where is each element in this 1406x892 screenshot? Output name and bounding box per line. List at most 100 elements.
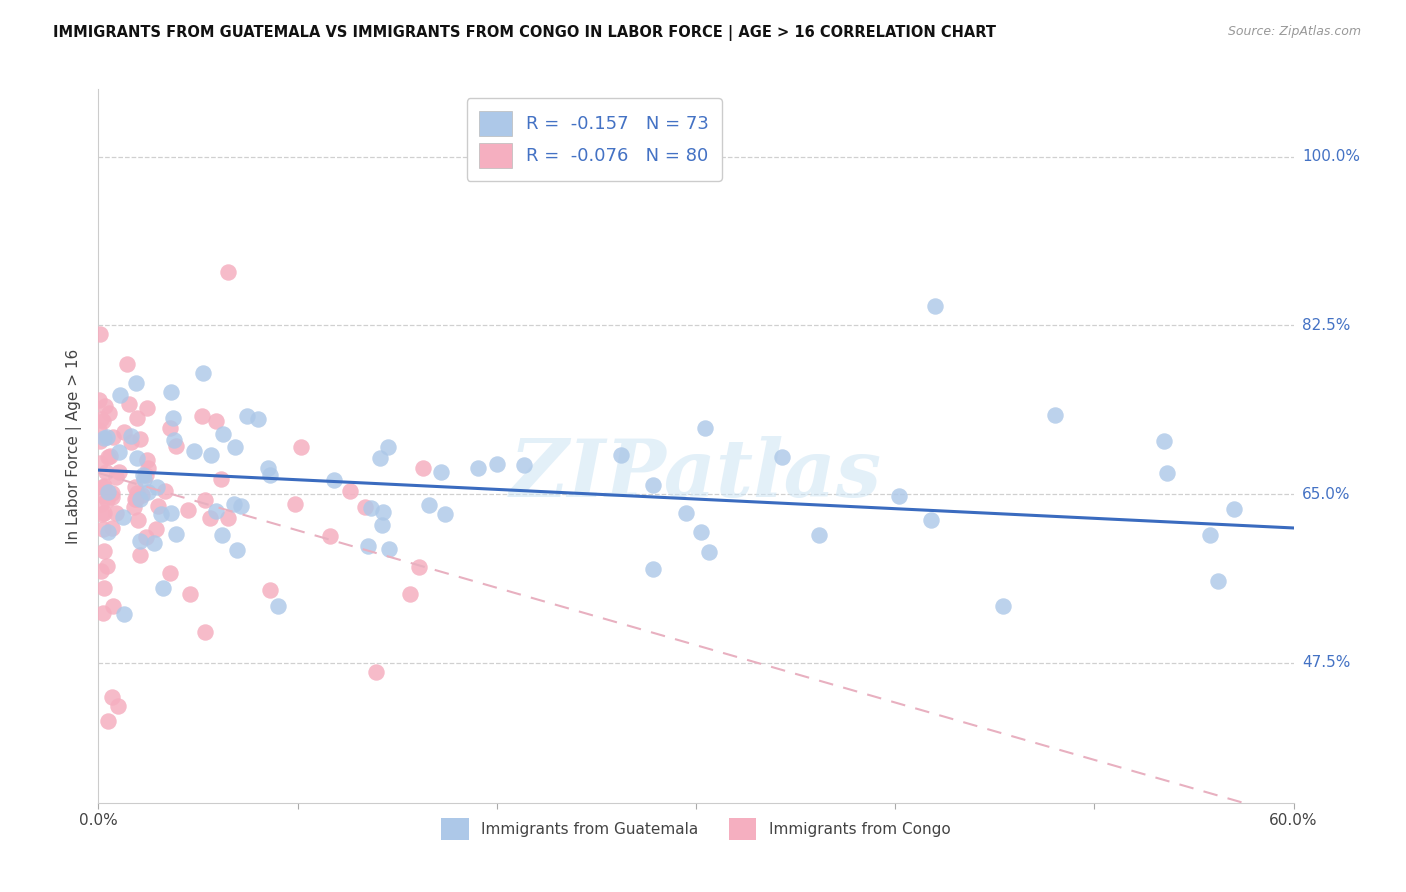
Point (430, 465, 453, 479)
Point (770, 450, 793, 465)
Point (218, 510, 240, 524)
Point (93, 544, 115, 558)
Point (160, 506, 183, 520)
Point (322, 473, 344, 487)
Point (217, 265, 239, 279)
Point (101, 690, 124, 704)
Point (412, 461, 434, 475)
Point (159, 421, 181, 435)
Point (675, 506, 697, 520)
Legend: Immigrants from Guatemala, Immigrants from Congo: Immigrants from Guatemala, Immigrants fr… (432, 809, 960, 848)
Point (235, 409, 257, 423)
Point (125, 491, 148, 506)
Point (513, 458, 536, 472)
Point (256, 460, 278, 475)
Point (120, 429, 142, 443)
Point (153, 483, 176, 498)
Point (165, 439, 187, 453)
Point (91, 480, 114, 494)
Point (93, 507, 115, 521)
Point (364, 665, 387, 679)
Text: IMMIGRANTS FROM GUATEMALA VS IMMIGRANTS FROM CONGO IN LABOR FORCE | AGE > 16 COR: IMMIGRANTS FROM GUATEMALA VS IMMIGRANTS … (53, 25, 997, 41)
Point (194, 492, 217, 507)
Point (120, 435, 142, 450)
Point (354, 500, 377, 515)
Point (135, 401, 157, 415)
Point (152, 581, 174, 595)
Point (125, 411, 148, 425)
Point (127, 512, 149, 526)
Point (283, 497, 305, 511)
Point (290, 441, 312, 455)
Point (146, 499, 169, 513)
Point (887, 489, 910, 503)
Point (117, 357, 139, 371)
Point (1153, 434, 1175, 448)
Point (132, 467, 155, 482)
Point (150, 507, 173, 521)
Point (97, 524, 120, 539)
Point (200, 449, 222, 463)
Point (1198, 528, 1220, 542)
Point (408, 559, 430, 574)
Point (159, 566, 181, 580)
Point (91, 522, 114, 536)
Point (267, 599, 290, 613)
Point (162, 411, 184, 425)
Point (105, 469, 128, 483)
Point (609, 448, 631, 462)
Point (91, 507, 114, 521)
Point (94, 466, 117, 480)
Point (87, 392, 110, 407)
Point (118, 397, 141, 411)
Point (101, 485, 124, 500)
Point (90, 497, 112, 511)
Point (222, 497, 245, 511)
Point (127, 485, 149, 500)
Point (399, 587, 422, 601)
Point (129, 492, 152, 507)
Point (96, 430, 118, 444)
Point (135, 467, 157, 482)
Point (97, 484, 120, 499)
Point (1156, 466, 1178, 480)
Point (91, 606, 114, 620)
Point (198, 510, 221, 524)
Point (146, 479, 169, 493)
Text: ZIPatlas: ZIPatlas (510, 436, 882, 513)
Text: 100.0%: 100.0% (1302, 149, 1360, 164)
Point (991, 599, 1014, 613)
Point (211, 528, 233, 542)
Point (418, 498, 440, 512)
Point (131, 487, 153, 501)
Point (693, 420, 716, 434)
Point (194, 625, 217, 640)
Text: 47.5%: 47.5% (1302, 656, 1350, 671)
Point (377, 440, 399, 454)
Point (104, 507, 127, 521)
Point (89, 434, 111, 449)
Point (643, 478, 665, 492)
Point (807, 528, 830, 542)
Point (204, 504, 226, 518)
Point (128, 548, 150, 562)
Point (90, 564, 112, 578)
Point (101, 599, 124, 614)
Point (371, 518, 394, 533)
Point (93, 582, 115, 596)
Y-axis label: In Labor Force | Age > 16: In Labor Force | Age > 16 (66, 349, 83, 543)
Point (98, 449, 121, 463)
Point (434, 508, 457, 522)
Point (191, 367, 214, 381)
Point (128, 432, 150, 446)
Point (124, 500, 146, 514)
Text: 82.5%: 82.5% (1302, 318, 1350, 333)
Point (224, 440, 246, 454)
Point (124, 491, 146, 506)
Point (1208, 574, 1230, 588)
Point (179, 587, 201, 601)
Point (90, 412, 112, 426)
Point (89, 457, 111, 471)
Point (112, 607, 135, 622)
Point (378, 541, 401, 556)
